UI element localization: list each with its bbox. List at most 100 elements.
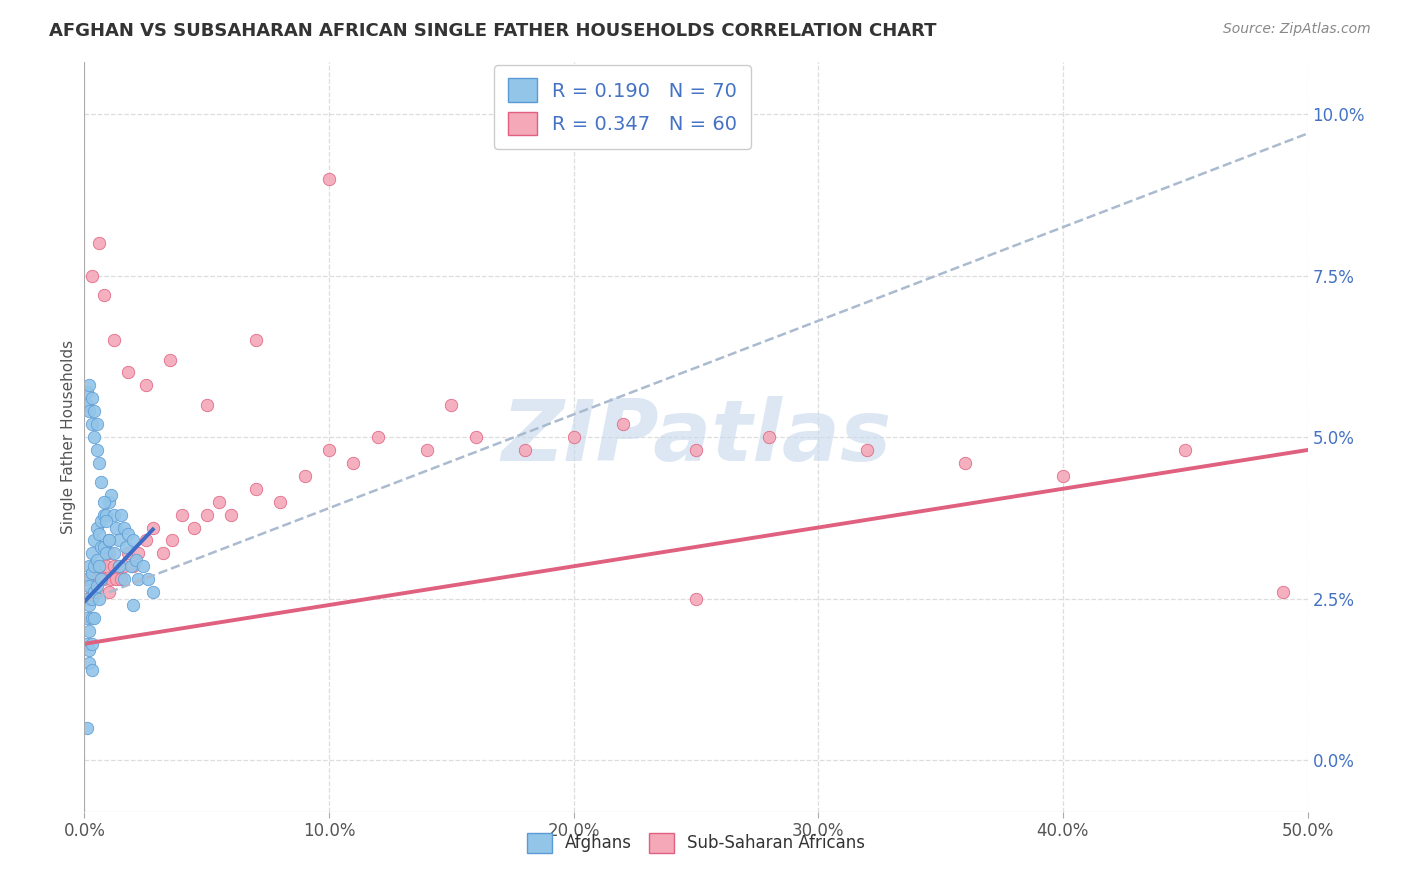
- Point: [97, 494, 120, 508]
- Point: [76, 398, 98, 412]
- Point: [80, 663, 103, 677]
- Point: [86, 579, 108, 593]
- Point: [269, 494, 291, 508]
- Point: [132, 559, 155, 574]
- Point: [96, 514, 118, 528]
- Point: [103, 333, 125, 347]
- Point: [513, 442, 536, 457]
- Point: [77, 559, 100, 574]
- Point: [76, 611, 98, 625]
- Point: [83, 585, 105, 599]
- Point: [107, 559, 129, 574]
- Point: [87, 456, 110, 470]
- Point: [86, 553, 108, 567]
- Point: [195, 398, 218, 412]
- Point: [117, 527, 139, 541]
- Point: [122, 533, 145, 548]
- Point: [464, 430, 486, 444]
- Point: [76, 572, 98, 586]
- Point: [80, 585, 103, 599]
- Point: [77, 404, 100, 418]
- Point: [76, 384, 98, 399]
- Point: [77, 643, 100, 657]
- Point: [127, 546, 149, 560]
- Point: [93, 572, 115, 586]
- Legend: Afghans, Sub-Saharan Africans: Afghans, Sub-Saharan Africans: [520, 826, 872, 860]
- Point: [416, 442, 439, 457]
- Point: [90, 559, 112, 574]
- Point: [367, 430, 389, 444]
- Point: [76, 721, 98, 735]
- Point: [100, 572, 122, 586]
- Point: [97, 585, 120, 599]
- Point: [87, 236, 110, 251]
- Point: [122, 598, 145, 612]
- Point: [96, 546, 118, 560]
- Point: [93, 288, 115, 302]
- Point: [80, 566, 103, 580]
- Point: [103, 546, 125, 560]
- Point: [103, 559, 125, 574]
- Point: [97, 533, 120, 548]
- Point: [110, 572, 132, 586]
- Point: [76, 591, 98, 606]
- Text: AFGHAN VS SUBSAHARAN AFRICAN SINGLE FATHER HOUSEHOLDS CORRELATION CHART: AFGHAN VS SUBSAHARAN AFRICAN SINGLE FATH…: [49, 22, 936, 40]
- Point: [440, 398, 463, 412]
- Point: [105, 572, 128, 586]
- Point: [105, 520, 128, 534]
- Point: [612, 417, 634, 432]
- Point: [115, 540, 138, 554]
- Point: [112, 559, 135, 574]
- Point: [117, 366, 139, 380]
- Point: [125, 553, 148, 567]
- Point: [1052, 468, 1074, 483]
- Point: [90, 475, 112, 490]
- Point: [87, 572, 110, 586]
- Point: [107, 533, 129, 548]
- Point: [90, 540, 112, 554]
- Text: ZIPatlas: ZIPatlas: [501, 395, 891, 479]
- Point: [83, 559, 105, 574]
- Point: [90, 572, 112, 586]
- Point: [127, 572, 149, 586]
- Point: [83, 611, 105, 625]
- Point: [80, 637, 103, 651]
- Point: [107, 559, 129, 574]
- Point: [117, 546, 139, 560]
- Y-axis label: Single Father Households: Single Father Households: [60, 340, 76, 534]
- Point: [219, 508, 242, 522]
- Point: [685, 591, 707, 606]
- Point: [758, 430, 780, 444]
- Point: [83, 533, 105, 548]
- Point: [318, 171, 340, 186]
- Point: [103, 508, 125, 522]
- Point: [83, 430, 105, 444]
- Point: [83, 404, 105, 418]
- Point: [96, 559, 118, 574]
- Point: [856, 442, 879, 457]
- Point: [142, 585, 165, 599]
- Point: [112, 520, 135, 534]
- Point: [342, 456, 364, 470]
- Point: [135, 378, 157, 392]
- Point: [96, 508, 118, 522]
- Point: [86, 585, 108, 599]
- Point: [77, 656, 100, 670]
- Point: [1174, 442, 1197, 457]
- Point: [318, 442, 340, 457]
- Point: [80, 392, 103, 406]
- Point: [76, 637, 98, 651]
- Point: [80, 546, 103, 560]
- Point: [685, 442, 707, 457]
- Point: [86, 520, 108, 534]
- Point: [77, 579, 100, 593]
- Point: [83, 572, 105, 586]
- Point: [953, 456, 976, 470]
- Point: [152, 546, 174, 560]
- Point: [142, 520, 165, 534]
- Point: [122, 559, 145, 574]
- Point: [110, 508, 132, 522]
- Point: [80, 268, 103, 283]
- Point: [97, 533, 120, 548]
- Point: [172, 508, 194, 522]
